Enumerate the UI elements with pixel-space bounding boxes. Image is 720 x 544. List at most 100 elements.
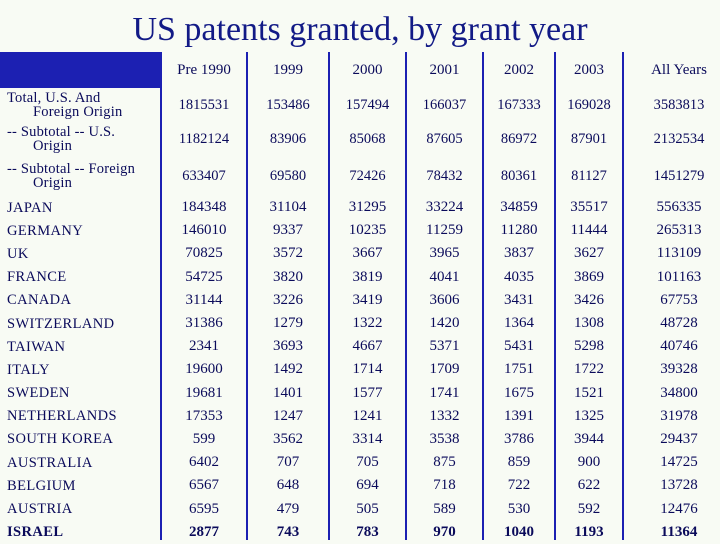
table-cell: 31978 <box>624 404 720 428</box>
table-cell: 3226 <box>248 288 328 312</box>
column-header: All Years <box>624 52 720 88</box>
column-header: Pre 1990 <box>162 52 246 88</box>
header-corner <box>0 52 160 88</box>
table-cell: 54725 <box>162 265 246 289</box>
table-cell: 5371 <box>407 335 482 359</box>
row-label: SOUTH KOREA <box>0 427 160 452</box>
table-cell: 5431 <box>484 335 554 359</box>
table-cell: 1741 <box>407 381 482 405</box>
table-cell: 86972 <box>484 122 554 156</box>
table-cell: 34859 <box>484 196 554 220</box>
table-cell: 556335 <box>624 196 720 220</box>
table-cell: 4667 <box>330 335 405 359</box>
table-cell: 33224 <box>407 196 482 220</box>
table-cell: 6595 <box>162 497 246 521</box>
table-cell: 743 <box>248 520 328 544</box>
table-cell: 3837 <box>484 242 554 266</box>
table-cell: 87605 <box>407 122 482 156</box>
row-label: UK <box>0 242 160 266</box>
row-label: SWEDEN <box>0 381 160 405</box>
table-cell: 70825 <box>162 242 246 266</box>
page-title: US patents granted, by grant year <box>132 11 588 48</box>
table-cell: 184348 <box>162 196 246 220</box>
table-cell: 1364 <box>484 311 554 336</box>
table-cell: 599 <box>162 427 246 452</box>
row-label: AUSTRALIA <box>0 451 160 475</box>
table-cell: 3869 <box>556 265 622 289</box>
row-label: JAPAN <box>0 196 160 220</box>
table-cell: 3562 <box>248 427 328 452</box>
row-label-line1: Total, U.S. And <box>7 90 101 106</box>
table-cell: 1722 <box>556 358 622 382</box>
row-label-line2: Origin <box>33 138 73 154</box>
table-cell: 35517 <box>556 196 622 220</box>
table-cell: 722 <box>484 474 554 498</box>
table-cell: 10235 <box>330 219 405 243</box>
row-label-line1: -- Subtotal -- Foreign <box>7 161 136 177</box>
row-label-line2: Foreign Origin <box>33 104 123 120</box>
table-cell: 707 <box>248 451 328 475</box>
table-cell: 3583813 <box>624 88 720 122</box>
table-cell: 1521 <box>556 381 622 405</box>
table-cell: 1325 <box>556 404 622 428</box>
table-cell: 1247 <box>248 404 328 428</box>
row-label: Total, U.S. And Foreign Origin <box>0 88 160 122</box>
table-cell: 1040 <box>484 520 554 544</box>
table-cell: 648 <box>248 474 328 498</box>
table-cell: 3426 <box>556 288 622 312</box>
row-label-line2: Origin <box>33 175 73 191</box>
table-cell: 1751 <box>484 358 554 382</box>
table-cell: 1420 <box>407 311 482 336</box>
table-cell: 3627 <box>556 242 622 266</box>
table-cell: 622 <box>556 474 622 498</box>
row-label-line1: -- Subtotal -- U.S. <box>7 124 116 140</box>
table-cell: 167333 <box>484 88 554 122</box>
table-cell: 1709 <box>407 358 482 382</box>
table-cell: 39328 <box>624 358 720 382</box>
table-cell: 1815531 <box>162 88 246 122</box>
table-cell: 13728 <box>624 474 720 498</box>
table-cell: 783 <box>330 520 405 544</box>
table-cell: 592 <box>556 497 622 521</box>
table-cell: 1714 <box>330 358 405 382</box>
table-cell: 67753 <box>624 288 720 312</box>
column-header: 1999 <box>248 52 328 88</box>
table-cell: 19681 <box>162 381 246 405</box>
table-cell: 6567 <box>162 474 246 498</box>
table-cell: 3944 <box>556 427 622 452</box>
table-cell: 2877 <box>162 520 246 544</box>
table-cell: 3667 <box>330 242 405 266</box>
table-cell: 705 <box>330 451 405 475</box>
table-cell: 859 <box>484 451 554 475</box>
row-label: NETHERLANDS <box>0 404 160 428</box>
table-cell: 1322 <box>330 311 405 336</box>
table-cell: 505 <box>330 497 405 521</box>
table-cell: 14725 <box>624 451 720 475</box>
table-cell: 31295 <box>330 196 405 220</box>
table-cell: 80361 <box>484 156 554 196</box>
table-cell: 3820 <box>248 265 328 289</box>
row-label: AUSTRIA <box>0 497 160 521</box>
row-label: ITALY <box>0 358 160 382</box>
table-cell: 87901 <box>556 122 622 156</box>
table-cell: 3538 <box>407 427 482 452</box>
table-cell: 875 <box>407 451 482 475</box>
table-cell: 85068 <box>330 122 405 156</box>
table-cell: 479 <box>248 497 328 521</box>
table-cell: 34800 <box>624 381 720 405</box>
table-cell: 3431 <box>484 288 554 312</box>
table-cell: 2132534 <box>624 122 720 156</box>
table-cell: 1577 <box>330 381 405 405</box>
table-cell: 6402 <box>162 451 246 475</box>
row-label: FRANCE <box>0 265 160 289</box>
table-cell: 153486 <box>248 88 328 122</box>
table-cell: 31104 <box>248 196 328 220</box>
table-cell: 157494 <box>330 88 405 122</box>
column-header: 2002 <box>484 52 554 88</box>
table-cell: 1391 <box>484 404 554 428</box>
table-cell: 3419 <box>330 288 405 312</box>
table-cell: 5298 <box>556 335 622 359</box>
table-cell: 589 <box>407 497 482 521</box>
table-cell: 11280 <box>484 219 554 243</box>
table-cell: 166037 <box>407 88 482 122</box>
